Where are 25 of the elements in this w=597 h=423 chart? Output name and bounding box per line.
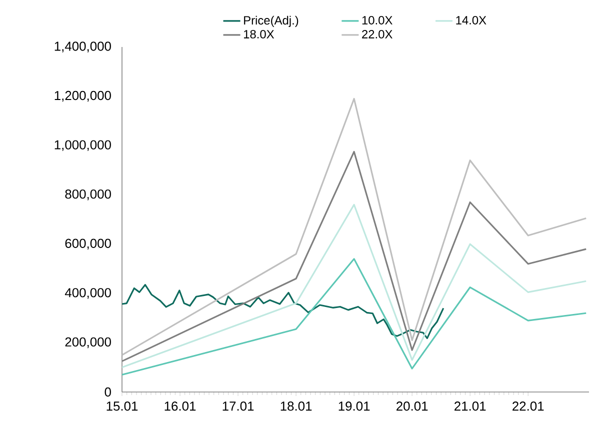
x-tick-label: 16.01: [164, 402, 196, 411]
legend-label: 14.0X: [456, 16, 486, 24]
x-tick-label: 22.01: [512, 402, 544, 411]
y-tick-label: 600,000: [65, 238, 111, 250]
legend-label: 18.0X: [244, 30, 274, 38]
x-tick-label: 21.01: [454, 402, 486, 411]
line-series: [122, 258, 587, 376]
legend-label: 22.0X: [362, 30, 392, 38]
line-series: [122, 204, 587, 368]
x-tick-label: 18.01: [280, 402, 312, 411]
y-tick-label: 400,000: [64, 288, 111, 299]
y-tick-label: 200,000: [65, 337, 111, 348]
legend-label: Price(Adj.): [244, 16, 298, 27]
y-tick-label: 1,400,000: [54, 42, 111, 52]
x-tick-label: 19.01: [338, 402, 370, 411]
x-tick-label: 17.01: [222, 402, 254, 411]
line-series: [122, 98, 587, 356]
x-tick-label: 20.01: [396, 402, 428, 411]
line-series: [122, 284, 444, 340]
legend-label: 10.0X: [362, 16, 392, 24]
x-tick-label: 15.01: [106, 402, 138, 411]
y-tick-label: 1,000,000: [54, 140, 111, 151]
y-tick-label: 0: [104, 387, 111, 397]
y-tick-label: 1,200,000: [54, 90, 111, 102]
y-tick-label: 800,000: [65, 190, 111, 200]
